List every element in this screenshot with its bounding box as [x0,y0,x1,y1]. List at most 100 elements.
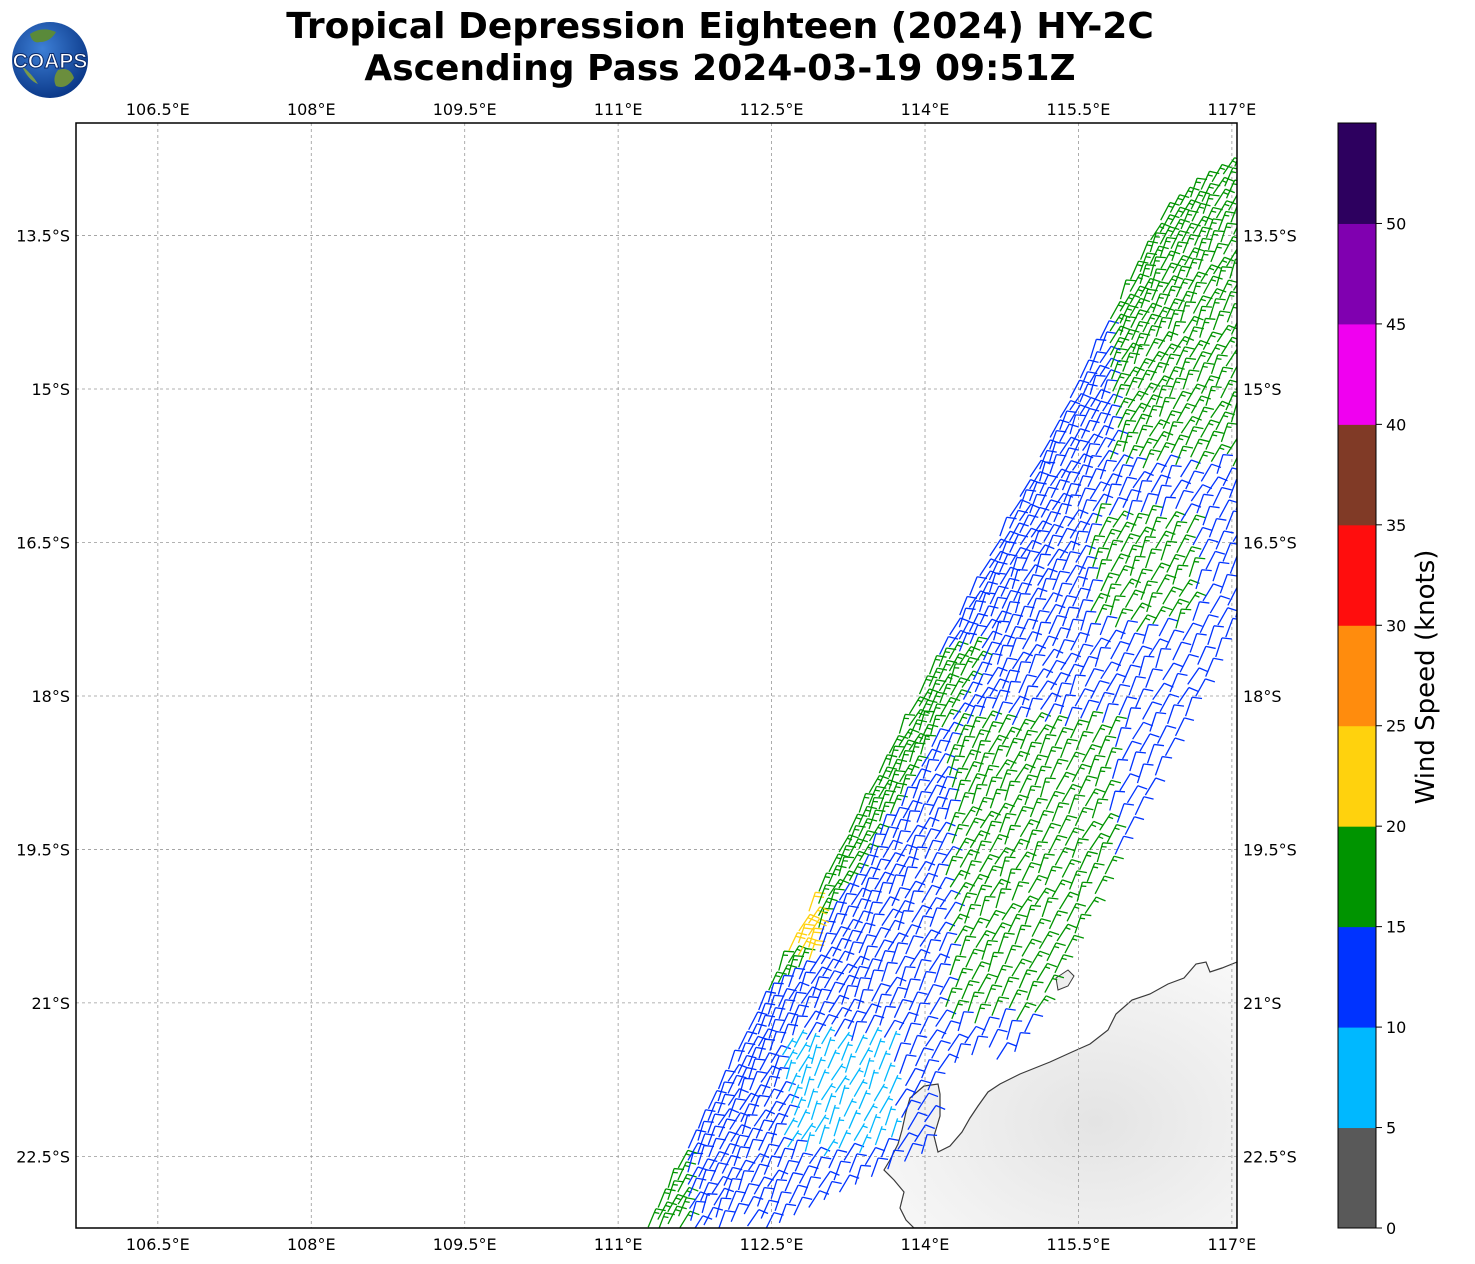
wind-barb [1041,510,1062,530]
wind-barb [698,1158,718,1178]
wind-barb [981,764,1000,785]
wind-barb [901,866,918,887]
wind-barb [788,981,810,1000]
wind-barb [1029,597,1047,618]
wind-barb [818,872,837,892]
colorbar-bin [1338,725,1376,827]
wind-barb [1041,897,1059,918]
wind-barb [906,824,928,843]
wind-barb [1200,264,1222,283]
wind-barb [887,932,909,951]
wind-barb [1239,171,1255,190]
wind-barb [905,935,924,955]
wind-barb [1085,710,1104,731]
wind-barb [1035,680,1058,698]
wind-barb [858,1090,871,1110]
wind-barb [915,915,934,935]
wind-barb [719,1131,739,1150]
wind-barb [782,1037,797,1056]
wind-barb [1226,302,1237,323]
wind-barb [1186,383,1208,402]
wind-barb [1162,410,1182,429]
wind-barb [848,955,870,974]
wind-barb [1001,976,1020,997]
wind-barb [908,834,926,855]
wind-barb [1209,595,1231,614]
wind-barb [1212,486,1232,506]
wind-barb [1218,499,1237,518]
wind-barb [780,1023,799,1044]
wind-barb [678,1197,697,1217]
wind-barb [1020,539,1042,558]
wind-barb [1027,587,1048,606]
wind-barb [979,895,996,916]
wind-barb [1210,443,1232,462]
wind-barb [1033,544,1055,562]
wind-barb [828,888,845,909]
wind-barb [989,788,1007,809]
wind-barb [818,884,836,904]
wind-barb [1142,701,1163,720]
wind-barb [938,931,958,952]
wind-barb [1084,667,1105,687]
wind-barb [1091,724,1112,743]
wind-barb [995,759,1017,777]
wind-barb [1026,980,1044,1001]
wind-barb [810,1100,822,1120]
wind-barb [1228,193,1237,211]
wind-barb [1099,320,1120,339]
wind-barb [1242,298,1262,315]
wind-barb [1122,431,1139,452]
wind-barb [888,874,906,894]
wind-barb [1008,509,1029,529]
wind-barb [1058,595,1077,615]
wind-barb [1027,874,1049,894]
wind-barb [871,982,891,1002]
wind-barb [1071,838,1089,858]
wind-barb [1067,509,1089,527]
wind-barb [1037,853,1055,874]
colorbar-bin [1338,926,1376,1028]
colorbar-tick-label: 5 [1386,1119,1396,1138]
wind-barb [1134,568,1153,589]
wind-barb [888,734,909,754]
wind-barb [1069,674,1086,695]
wind-barb [1152,430,1174,449]
wind-barb [914,860,936,879]
wind-barb [971,650,993,669]
wind-barb [1072,530,1089,551]
wind-barb [917,872,939,891]
land-australia [883,961,1237,1228]
wind-barb [1144,777,1166,796]
wind-barb [856,922,876,942]
lat-tick-label-left: 19.5°S [16,840,70,859]
wind-barb [872,858,891,878]
wind-barb [1181,222,1201,242]
wind-barb [677,1149,698,1169]
wind-barb [1083,442,1101,463]
wind-barb [823,1138,839,1157]
wind-barb [909,1034,928,1055]
wind-barb [1028,950,1050,969]
wind-barb [757,1028,779,1047]
wind-barb [1039,733,1057,754]
wind-barb [698,1169,716,1190]
wind-barb [1132,470,1154,489]
wind-barb [1008,989,1028,1009]
wind-barb [1120,619,1138,640]
wind-barb [746,1209,769,1227]
wind-barb [1202,505,1220,526]
wind-barb [1170,230,1190,250]
wind-barb [1001,669,1020,689]
wind-barb [1089,351,1107,371]
wind-barb [747,1035,768,1055]
wind-barb [1070,719,1089,739]
wind-barb [1086,579,1103,599]
wind-barb [1019,514,1039,534]
wind-barb [1142,623,1159,644]
wind-barb [908,991,928,1011]
wind-barb [1135,526,1156,545]
wind-barb [1104,629,1126,648]
wind-barb [1212,310,1231,331]
wind-barb [1084,896,1106,914]
